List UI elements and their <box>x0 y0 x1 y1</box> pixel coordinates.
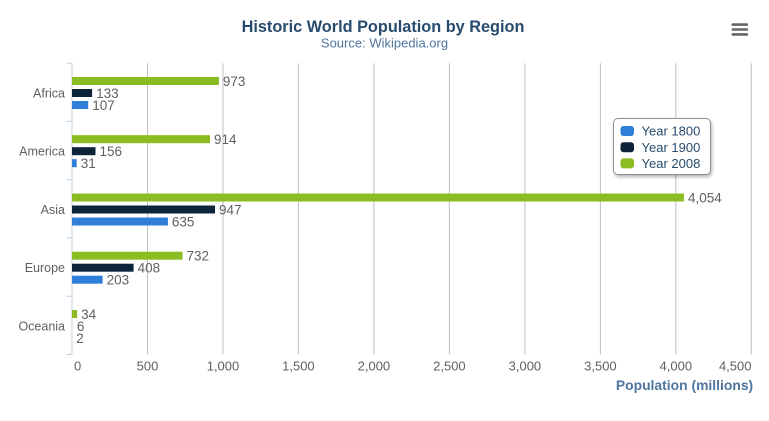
svg-text:635: 635 <box>172 214 195 229</box>
svg-text:2,000: 2,000 <box>358 359 391 374</box>
svg-text:3,000: 3,000 <box>509 359 542 374</box>
svg-text:973: 973 <box>223 74 246 89</box>
svg-text:4,054: 4,054 <box>688 190 722 205</box>
svg-text:Oceania: Oceania <box>18 320 65 334</box>
svg-text:Europe: Europe <box>25 261 65 275</box>
svg-text:34: 34 <box>81 307 97 322</box>
svg-text:America: America <box>19 145 65 159</box>
svg-text:1,500: 1,500 <box>282 359 315 374</box>
svg-text:133: 133 <box>96 86 119 101</box>
svg-text:156: 156 <box>100 144 123 159</box>
svg-text:6: 6 <box>77 319 85 334</box>
svg-text:4,500: 4,500 <box>719 359 752 374</box>
svg-text:2,500: 2,500 <box>433 359 466 374</box>
svg-text:Asia: Asia <box>41 203 65 217</box>
svg-text:Year 1800: Year 1800 <box>642 124 701 139</box>
svg-text:408: 408 <box>138 261 161 276</box>
svg-text:31: 31 <box>81 156 96 171</box>
svg-text:3,500: 3,500 <box>584 359 617 374</box>
svg-text:Population (millions): Population (millions) <box>616 377 753 393</box>
svg-text:Historic World Population by R: Historic World Population by Region <box>242 18 525 36</box>
svg-text:107: 107 <box>92 98 115 113</box>
svg-text:Source: Wikipedia.org: Source: Wikipedia.org <box>321 36 448 51</box>
svg-text:1,000: 1,000 <box>207 359 240 374</box>
svg-text:4,000: 4,000 <box>660 359 693 374</box>
svg-text:947: 947 <box>219 202 242 217</box>
svg-text:Year 2008: Year 2008 <box>642 156 701 171</box>
svg-text:914: 914 <box>214 132 237 147</box>
svg-text:Africa: Africa <box>33 87 65 101</box>
svg-text:Year 1900: Year 1900 <box>642 140 701 155</box>
svg-text:2: 2 <box>76 331 84 346</box>
svg-text:0: 0 <box>74 359 81 374</box>
svg-text:203: 203 <box>107 273 130 288</box>
svg-text:732: 732 <box>187 249 210 264</box>
svg-text:500: 500 <box>137 359 159 374</box>
